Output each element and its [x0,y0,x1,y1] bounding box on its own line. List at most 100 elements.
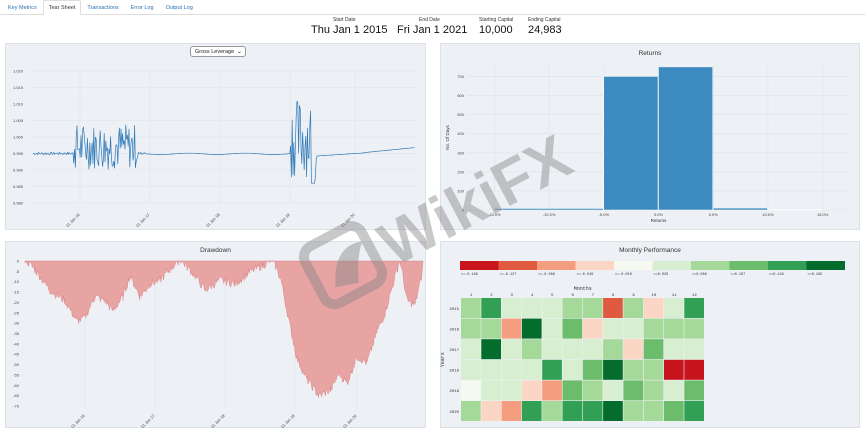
x-tick-label: 01 Jan 20 [340,212,357,229]
leverage-selector[interactable]: Gross Leverage ⌄ [190,46,246,57]
returns-chart: 700 600 500 400 300 200 100 0 -15.0% -10.0% -5.0% 0… [445,65,850,223]
y-tick-label: -60 [13,383,20,388]
heatmap-cell [562,298,583,318]
heatmap-cell [461,318,481,339]
x-tick-label: -10.0% [543,212,556,217]
y-tick-label: -45 [13,352,20,357]
x-tick-label: 01 Jan 17 [135,212,152,229]
heatmap-cell [582,359,603,380]
tab-transactions[interactable]: Transactions [87,5,119,11]
heatmap-cell [643,359,664,380]
heatmap-cell [623,339,644,360]
drawdown-title: Drawdown [200,247,231,254]
heatmap-cell [521,318,542,339]
year-label: 2018 [449,370,459,374]
x-tick-label: 01 Jan 19 [280,413,297,430]
month-label: 3 [511,294,514,298]
legend-swatch [537,261,576,270]
y-tick-label: 0 [17,259,20,264]
month-label: 5 [551,294,554,298]
heatmap-cell [481,339,501,360]
heatmap-cell [501,318,522,339]
y-tick-label: -40 [13,341,20,346]
x-tick-label: 01 Jan 20 [342,413,359,430]
month-label: 12 [692,294,697,298]
legend-swatch [460,261,499,270]
y-tick-label: 1.010 [13,102,24,107]
heatmap-cell [603,339,623,360]
ending-capital-value: 24,983 [528,24,562,36]
heatmap-cell [582,318,603,339]
tab-error-log[interactable]: Error Log [130,5,154,11]
month-label: 2 [490,294,493,298]
x-tick-label: 01 Jan 16 [70,413,87,430]
start-date-stat: Start Date Thu Jan 1 2015 [311,17,387,36]
month-label: 7 [592,294,595,298]
tab-output-log[interactable]: Output Log [165,5,193,11]
heatmap-cell [562,359,583,380]
heatmap-cell [684,339,704,360]
heatmap-cell [501,401,522,421]
heatmap-cell [684,380,704,401]
heatmap-cell [582,339,603,360]
end-date-label: End Date [419,17,440,23]
tab-tear-sheet[interactable]: Tear Sheet [42,0,82,15]
heatmap-cell [603,359,623,380]
leverage-chart: 1.020 1.015 1.010 1.005 1.000 0.995 0.990 0.985… [13,69,417,229]
year-label: 2015 [449,308,459,312]
month-label: 11 [672,294,677,298]
x-tick-label: 01 Jan 16 [65,212,82,229]
legend-swatch [768,261,807,270]
heatmap-cell [461,339,481,360]
heatmap-cell [623,380,644,401]
heatmap-cell [542,318,562,339]
heatmap-cell [542,298,562,318]
x-tick-label: 5.0% [709,212,719,217]
start-date-value: Thu Jan 1 2015 [311,24,388,36]
y-tick-label: 1.005 [13,118,24,123]
legend-swatch [575,261,614,270]
x-tick-label: 15.0% [817,212,829,217]
end-date-value: Fri Jan 1 2021 [397,24,468,36]
y-tick-label: 300 [457,150,464,155]
heatmap-cell [684,359,704,380]
histogram-bar [712,207,768,211]
heatmap-cell [562,339,583,360]
y-tick-label: -10 [13,279,20,284]
x-tick-label: 10.0% [762,212,774,217]
heatmap-cell [521,298,542,318]
leverage-line [32,100,415,184]
heatmap-cell [521,359,542,380]
x-tick-label: -15.0% [488,212,501,217]
year-label: 2017 [449,349,459,353]
heatmap-cell [542,401,562,421]
heatmap-cell [684,298,704,318]
y-tick-label: -35 [13,331,20,336]
x-tick-label: 01 Jan 17 [140,413,157,430]
month-label: 1 [470,294,473,298]
tab-key-metrics[interactable]: Key Metrics [8,5,37,11]
month-label: 9 [632,294,635,298]
y-tick-label: 600 [457,93,464,98]
drawdown-chart: 0 -5 -10 -15 -20 -25 -30 -35 -40 -45 -50 -55 -60 -65 -… [13,259,424,430]
heatmap-cell [481,380,501,401]
heatmap-cell [643,401,664,421]
heatmap-cell [664,298,684,318]
legend-label: <=0.029 [654,272,669,277]
heatmap-cell [623,359,644,380]
y-tick-label: 400 [457,131,464,136]
heatmap-cell [603,318,623,339]
legend-label: <=0.107 [731,272,746,277]
y-tick-label: -65 [13,393,20,398]
heatmap-cell [684,401,704,421]
x-axis-label: Months [574,286,592,292]
legend-swatch [614,261,653,270]
heatmap-cell [461,359,481,380]
monthly-title: Monthly Performance [619,247,681,254]
heatmap-cell [461,380,481,401]
heatmap-cell [501,298,522,318]
chevron-down-icon: ⌄ [236,49,242,55]
legend-label: <=-0.049 [577,272,594,277]
heatmap-cell [521,339,542,360]
heatmap-cell [603,298,623,318]
